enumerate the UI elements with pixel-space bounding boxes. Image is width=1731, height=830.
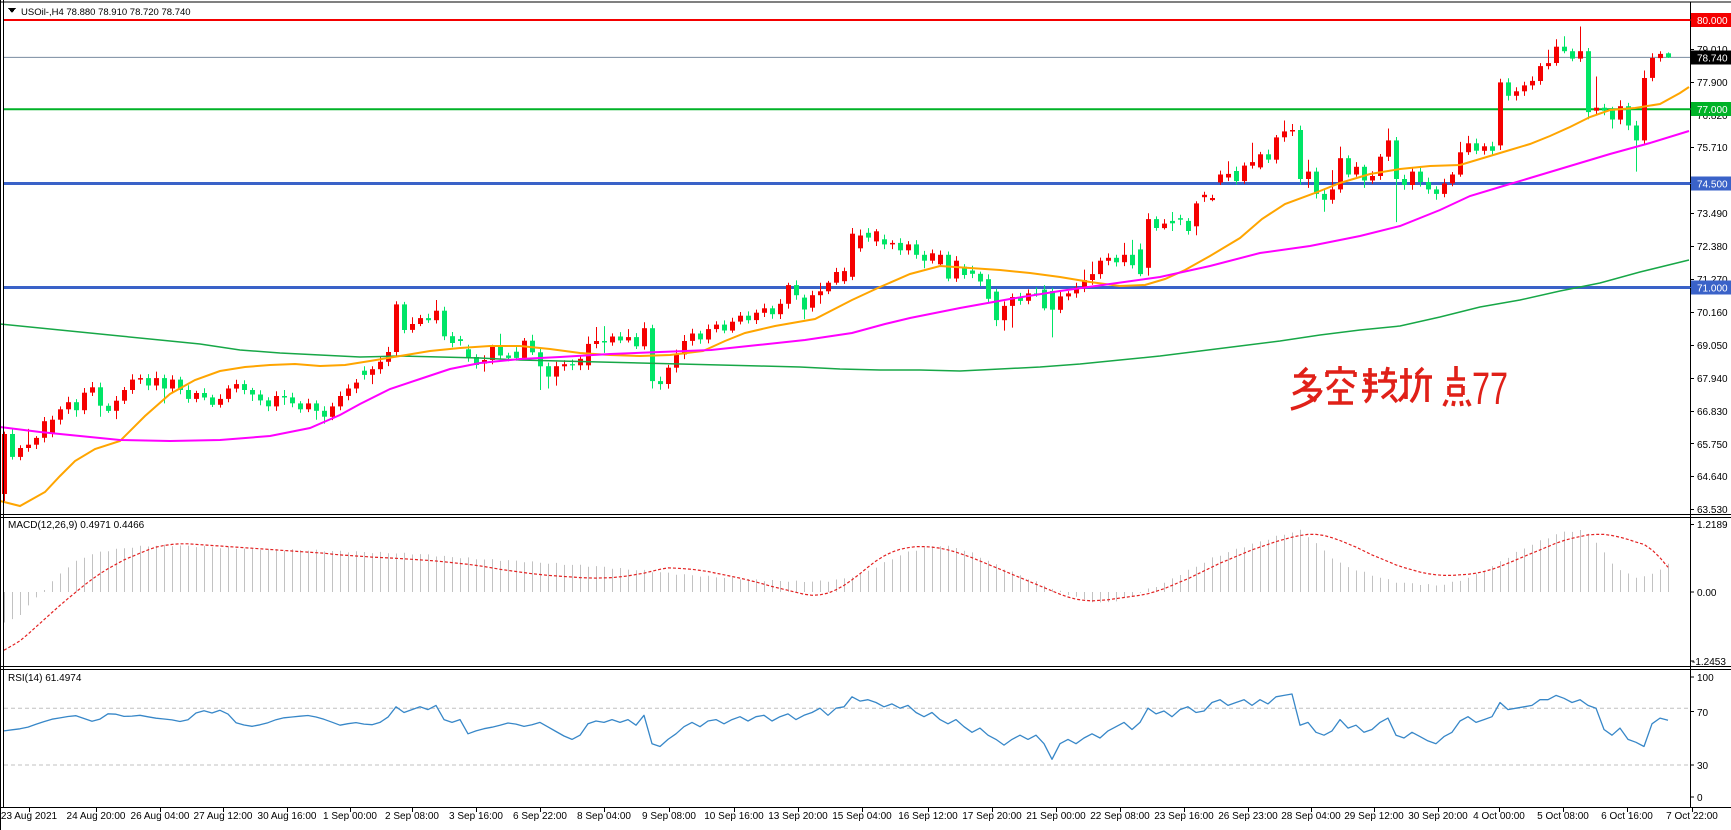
svg-text:10 Sep 16:00: 10 Sep 16:00 bbox=[704, 811, 764, 822]
svg-text:5 Oct 08:00: 5 Oct 08:00 bbox=[1537, 811, 1589, 822]
svg-text:6 Oct 16:00: 6 Oct 16:00 bbox=[1601, 811, 1653, 822]
svg-text:30 Sep 20:00: 30 Sep 20:00 bbox=[1408, 811, 1468, 822]
svg-text:63.530: 63.530 bbox=[1697, 505, 1728, 516]
svg-text:74.500: 74.500 bbox=[1697, 180, 1728, 191]
svg-text:21 Sep 00:00: 21 Sep 00:00 bbox=[1026, 811, 1086, 822]
svg-text:66.830: 66.830 bbox=[1697, 407, 1728, 418]
svg-text:65.750: 65.750 bbox=[1697, 440, 1728, 451]
svg-text:4 Oct 00:00: 4 Oct 00:00 bbox=[1473, 811, 1525, 822]
svg-text:24 Aug 20:00: 24 Aug 20:00 bbox=[67, 811, 126, 822]
svg-text:23 Sep 16:00: 23 Sep 16:00 bbox=[1154, 811, 1214, 822]
svg-text:7 Oct 22:00: 7 Oct 22:00 bbox=[1666, 811, 1718, 822]
svg-text:USOil-,H4 78.880 78.910 78.72: USOil-,H4 78.880 78.910 78.720 78.740 bbox=[21, 7, 191, 18]
svg-text:70: 70 bbox=[1697, 708, 1709, 719]
svg-text:MACD(12,26,9) 0.4971 0.4466: MACD(12,26,9) 0.4971 0.4466 bbox=[8, 520, 145, 531]
svg-text:75.710: 75.710 bbox=[1697, 143, 1728, 154]
svg-text:0.00: 0.00 bbox=[1697, 588, 1717, 599]
svg-text:23 Aug 2021: 23 Aug 2021 bbox=[1, 811, 58, 822]
svg-text:-1.2453: -1.2453 bbox=[1692, 657, 1726, 668]
svg-text:73.490: 73.490 bbox=[1697, 209, 1728, 220]
svg-text:69.050: 69.050 bbox=[1697, 341, 1728, 352]
svg-text:76.820: 76.820 bbox=[1697, 111, 1728, 122]
svg-text:100: 100 bbox=[1697, 673, 1714, 684]
svg-text:6 Sep 22:00: 6 Sep 22:00 bbox=[513, 811, 567, 822]
svg-text:70.160: 70.160 bbox=[1697, 308, 1728, 319]
svg-text:16 Sep 12:00: 16 Sep 12:00 bbox=[898, 811, 958, 822]
svg-text:30 Aug 16:00: 30 Aug 16:00 bbox=[258, 811, 317, 822]
svg-text:8 Sep 04:00: 8 Sep 04:00 bbox=[577, 811, 631, 822]
svg-text:26 Sep 23:00: 26 Sep 23:00 bbox=[1218, 811, 1278, 822]
svg-text:27 Aug 12:00: 27 Aug 12:00 bbox=[194, 811, 253, 822]
svg-text:1.2189: 1.2189 bbox=[1697, 520, 1728, 531]
svg-text:26 Aug 04:00: 26 Aug 04:00 bbox=[131, 811, 190, 822]
svg-text:77: 77 bbox=[1472, 363, 1508, 414]
svg-text:28 Sep 04:00: 28 Sep 04:00 bbox=[1281, 811, 1341, 822]
svg-text:15 Sep 04:00: 15 Sep 04:00 bbox=[832, 811, 892, 822]
svg-text:22 Sep 08:00: 22 Sep 08:00 bbox=[1090, 811, 1150, 822]
svg-text:3 Sep 16:00: 3 Sep 16:00 bbox=[449, 811, 503, 822]
svg-text:2 Sep 08:00: 2 Sep 08:00 bbox=[385, 811, 439, 822]
svg-text:1 Sep 00:00: 1 Sep 00:00 bbox=[323, 811, 377, 822]
svg-text:RSI(14) 61.4974: RSI(14) 61.4974 bbox=[8, 673, 82, 684]
svg-text:29 Sep 12:00: 29 Sep 12:00 bbox=[1344, 811, 1404, 822]
svg-text:80.000: 80.000 bbox=[1697, 16, 1728, 27]
svg-text:64.640: 64.640 bbox=[1697, 472, 1728, 483]
svg-text:0: 0 bbox=[1697, 793, 1703, 804]
svg-text:9 Sep 08:00: 9 Sep 08:00 bbox=[642, 811, 696, 822]
svg-text:72.380: 72.380 bbox=[1697, 242, 1728, 253]
svg-text:77.000: 77.000 bbox=[1697, 105, 1728, 116]
svg-text:67.940: 67.940 bbox=[1697, 374, 1728, 385]
svg-text:78.740: 78.740 bbox=[1697, 53, 1728, 64]
svg-text:71.000: 71.000 bbox=[1697, 284, 1728, 295]
svg-text:77.900: 77.900 bbox=[1697, 78, 1728, 89]
svg-text:17 Sep 20:00: 17 Sep 20:00 bbox=[962, 811, 1022, 822]
svg-text:30: 30 bbox=[1697, 761, 1709, 772]
svg-text:13 Sep 20:00: 13 Sep 20:00 bbox=[768, 811, 828, 822]
